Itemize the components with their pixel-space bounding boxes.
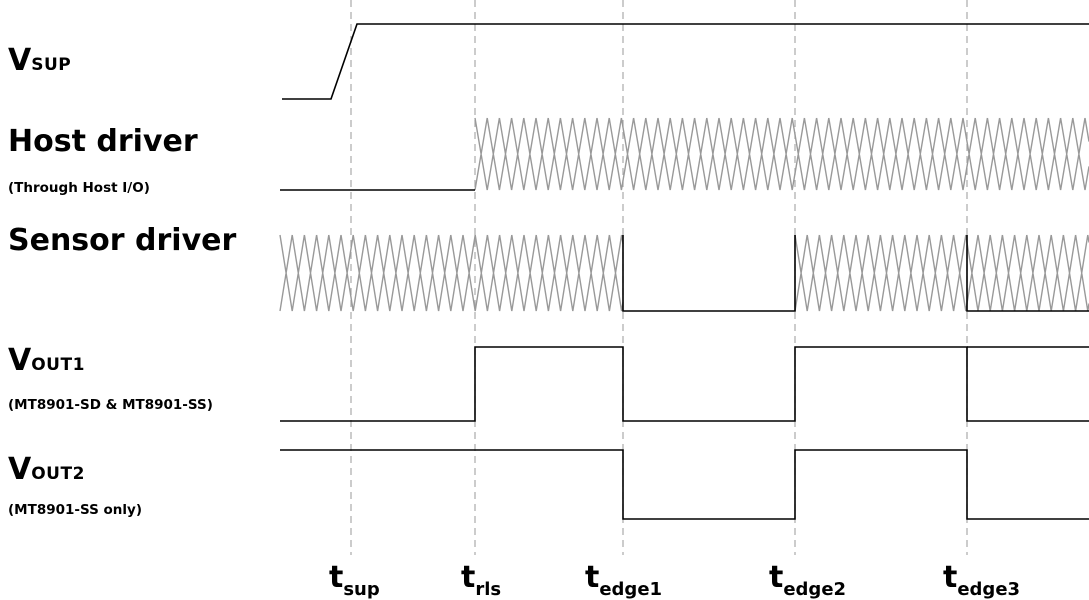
marker-label-tsup: tsup [329, 560, 380, 600]
host-driver-label: Host driver [8, 124, 198, 159]
vout1-sublabel: (MT8901-SD & MT8901-SS) [8, 397, 213, 413]
sensor-driver-low-pulse [622, 235, 796, 312]
sensor-driver-low-tail [966, 235, 1089, 312]
vsup-waveform [282, 23, 1089, 100]
marker-label-tedge2: tedge2 [769, 560, 847, 600]
vout2-label: VOUT2 [8, 452, 85, 487]
marker-label-trls: trls [461, 560, 502, 600]
vout2-label-subscript: OUT2 [31, 464, 85, 484]
vout1-label: VOUT1 [8, 343, 85, 378]
marker-label-tedge3: tedge3 [943, 560, 1021, 600]
marker-label-tedge1: tedge1 [585, 560, 663, 600]
sensor-driver-label: Sensor driver [8, 223, 237, 258]
vout1-waveform [280, 346, 1089, 422]
host-driver-sublabel: (Through Host I/O) [8, 180, 150, 196]
sensor-driver-unknown-region-2 [794, 234, 1089, 312]
vout2-waveform [280, 449, 1089, 520]
signal-waveforms [280, 23, 1089, 520]
vsup-label-subscript: SUP [31, 55, 72, 75]
host-driver-unknown-region [474, 117, 1089, 191]
vsup-label: VSUP [8, 43, 72, 78]
unknown-state-regions [279, 117, 1089, 312]
sensor-driver-unknown-region-1 [279, 234, 624, 312]
vout2-sublabel: (MT8901-SS only) [8, 502, 143, 518]
vout1-label-subscript: OUT1 [31, 355, 85, 375]
